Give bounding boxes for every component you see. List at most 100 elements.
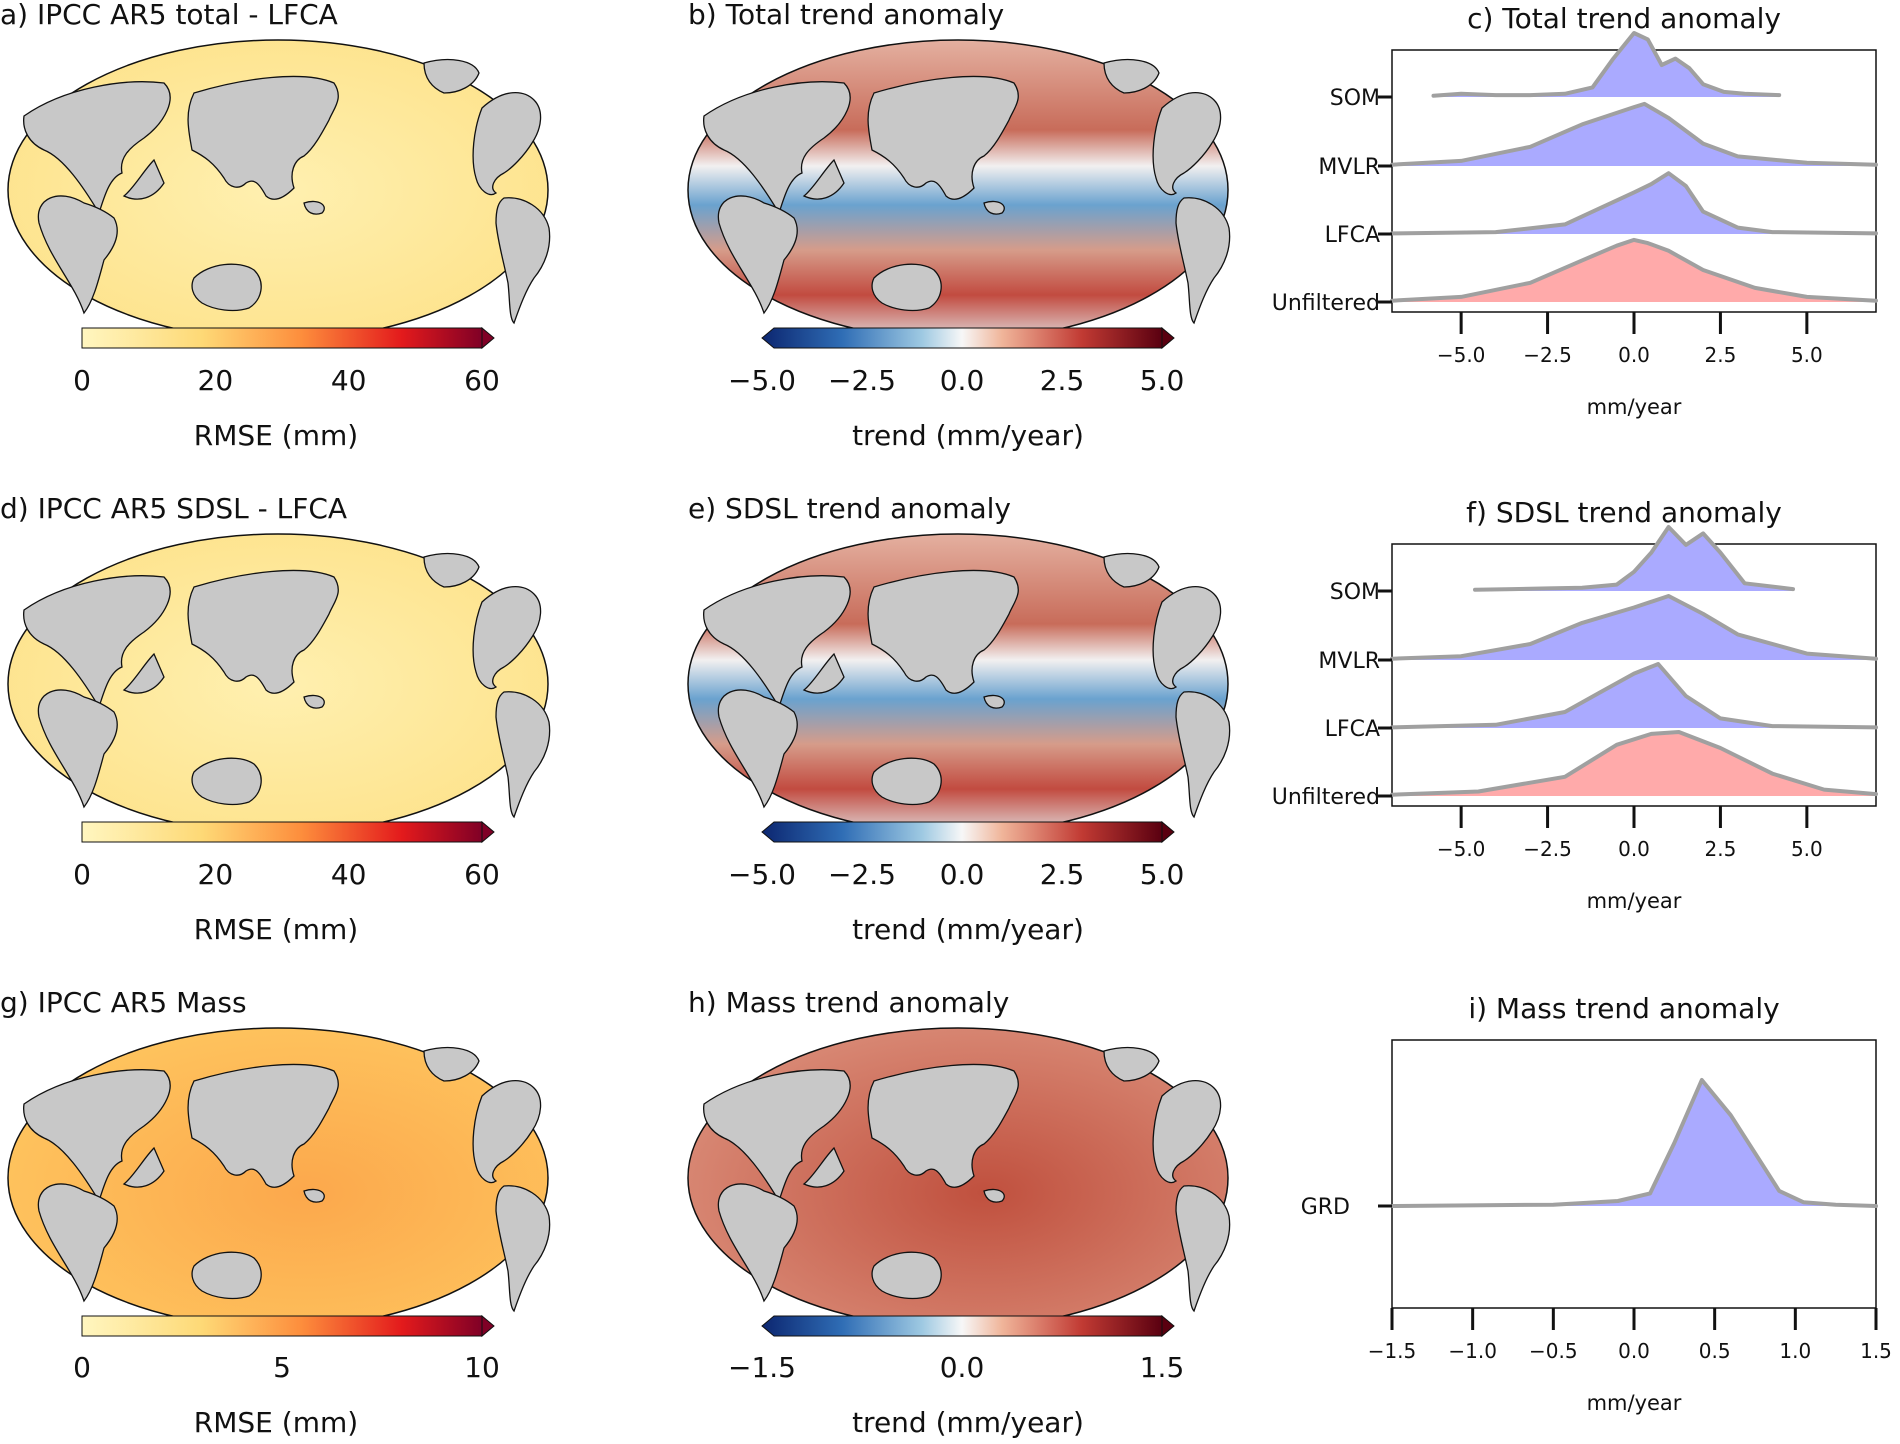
panel-h-map bbox=[687, 1027, 1231, 1333]
ridge-xtick-label: 2.5 bbox=[1705, 343, 1737, 367]
ridge-title: i) Mass trend anomaly bbox=[1468, 992, 1779, 1025]
ridge-line-som bbox=[1473, 525, 1795, 592]
colorbar-tick-label: 40 bbox=[331, 364, 367, 397]
ridge-fill-lfca bbox=[1392, 664, 1876, 728]
panel-h-title: h) Mass trend anomaly bbox=[688, 986, 1009, 1019]
panel-a-map bbox=[7, 39, 551, 345]
ridge-line-unfiltered bbox=[1390, 730, 1878, 797]
panel-h-colorbar bbox=[761, 1314, 1175, 1338]
ridge-xtick-label: −2.5 bbox=[1523, 343, 1572, 367]
panel-e-map bbox=[687, 533, 1231, 839]
panel-a-colorbar bbox=[81, 326, 495, 350]
colorbar-tick-label: −2.5 bbox=[828, 364, 896, 397]
panel-d-title: d) IPCC AR5 SDSL - LFCA bbox=[0, 492, 347, 525]
panel-a-colorbar-ticks: 0 20 40 60 bbox=[73, 364, 500, 397]
panel-g-colorbar-label: RMSE (mm) bbox=[194, 1406, 358, 1439]
colorbar-tick-label: 1.5 bbox=[1140, 1351, 1185, 1384]
ridge-fill-mvlr bbox=[1392, 596, 1876, 660]
panel-h-colorbar-ticks: −1.5 0.0 1.5 bbox=[728, 1351, 1184, 1384]
ridge-label-mvlr: MVLR bbox=[1318, 649, 1380, 674]
panel-e-colorbar-label: trend (mm/year) bbox=[852, 913, 1084, 946]
ridge-fill-lfca bbox=[1392, 173, 1876, 234]
ridge-label-unfiltered: Unfiltered bbox=[1272, 291, 1380, 316]
ridge-fill-som bbox=[1475, 527, 1793, 591]
colorbar-tick-label: 0.0 bbox=[940, 858, 985, 891]
ridge-xlabel: mm/year bbox=[1587, 889, 1682, 913]
panel-d-colorbar bbox=[81, 820, 495, 844]
ridge-line-lfca bbox=[1390, 171, 1878, 236]
ridge-frame bbox=[1391, 1039, 1877, 1309]
ridge-label-lfca: LFCA bbox=[1325, 223, 1380, 248]
panel-b-colorbar-label: trend (mm/year) bbox=[852, 419, 1084, 452]
ridge-xlabel: mm/year bbox=[1587, 395, 1682, 419]
panel-g-colorbar bbox=[81, 1314, 495, 1338]
ridge-title: f) SDSL trend anomaly bbox=[1466, 496, 1782, 529]
panel-i-ridge-chart: i) Mass trend anomaly GRD −1.5 −1.0 −0.5 0.0 0… bbox=[1301, 992, 1892, 1415]
colorbar-tick-label: 60 bbox=[464, 364, 500, 397]
panel-b-map bbox=[687, 39, 1231, 345]
colorbar-tick-label: 5.0 bbox=[1140, 364, 1185, 397]
panel-h-colorbar-label: trend (mm/year) bbox=[852, 1406, 1084, 1439]
ridge-label-som: SOM bbox=[1330, 86, 1380, 111]
ridge-xtick-label: 2.5 bbox=[1705, 837, 1737, 861]
colorbar-tick-label: 5 bbox=[273, 1351, 291, 1384]
colorbar-tick-label: −5.0 bbox=[728, 364, 796, 397]
ridge-xtick-label: 0.0 bbox=[1618, 837, 1650, 861]
ridge-xtick-label: −1.5 bbox=[1368, 1339, 1417, 1363]
panel-b-colorbar-ticks: −5.0 −2.5 0.0 2.5 5.0 bbox=[728, 364, 1184, 397]
panel-f-ridge-chart: f) SDSL trend anomaly SOM MVLR LFCA Unfilter… bbox=[1272, 496, 1878, 913]
ridge-line-mvlr bbox=[1390, 101, 1878, 167]
colorbar-tick-label: 20 bbox=[198, 364, 234, 397]
ridge-label-grd: GRD bbox=[1301, 1195, 1350, 1220]
ridge-xtick-label: 1.0 bbox=[1779, 1339, 1811, 1363]
colorbar-tick-label: 20 bbox=[198, 858, 234, 891]
ridge-fill-grd bbox=[1392, 1080, 1876, 1206]
panel-a-colorbar-label: RMSE (mm) bbox=[194, 419, 358, 452]
colorbar-tick-label: 0.0 bbox=[940, 364, 985, 397]
panel-b-colorbar bbox=[761, 326, 1175, 350]
ridge-label-lfca: LFCA bbox=[1325, 717, 1380, 742]
ridge-xtick-label: −2.5 bbox=[1523, 837, 1572, 861]
colorbar-tick-label: 5.0 bbox=[1140, 858, 1185, 891]
ridge-fill-som bbox=[1433, 33, 1780, 97]
ridge-line-lfca bbox=[1390, 662, 1878, 730]
panel-g-colorbar-ticks: 0 5 10 bbox=[73, 1351, 500, 1384]
colorbar-tick-label: −2.5 bbox=[828, 858, 896, 891]
panel-g-map bbox=[7, 1027, 551, 1333]
ridge-xtick-label: −0.5 bbox=[1529, 1339, 1578, 1363]
colorbar-tick-label: −1.5 bbox=[728, 1351, 796, 1384]
colorbar-tick-label: −5.0 bbox=[728, 858, 796, 891]
colorbar-tick-label: 2.5 bbox=[1040, 858, 1085, 891]
ridge-line-mvlr bbox=[1390, 594, 1878, 661]
ridge-title: c) Total trend anomaly bbox=[1467, 2, 1781, 35]
panel-e-title: e) SDSL trend anomaly bbox=[688, 492, 1011, 525]
colorbar-tick-label: 10 bbox=[464, 1351, 500, 1384]
ridge-label-som: SOM bbox=[1330, 580, 1380, 605]
colorbar-tick-label: 0.0 bbox=[940, 1351, 985, 1384]
colorbar-tick-label: 0 bbox=[73, 1351, 91, 1384]
ridge-label-mvlr: MVLR bbox=[1318, 155, 1380, 180]
ridge-xtick-label: −5.0 bbox=[1437, 837, 1486, 861]
panel-e-colorbar bbox=[761, 820, 1175, 844]
panel-d-map bbox=[7, 533, 551, 839]
colorbar-tick-label: 40 bbox=[331, 858, 367, 891]
ridge-fill-mvlr bbox=[1392, 103, 1876, 166]
ridge-line-unfiltered bbox=[1390, 237, 1878, 303]
ridge-xtick-label: 5.0 bbox=[1791, 837, 1823, 861]
ridge-line-som bbox=[1431, 31, 1782, 98]
ridge-line-grd bbox=[1390, 1078, 1878, 1208]
ridge-xlabel: mm/year bbox=[1587, 1391, 1682, 1415]
ridge-fill-unfiltered bbox=[1392, 239, 1876, 302]
ridge-xtick-label: 0.5 bbox=[1699, 1339, 1731, 1363]
panel-c-ridge-chart: c) Total trend anomaly SOM MVLR LFCA Unfilte… bbox=[1272, 2, 1878, 419]
colorbar-tick-label: 0 bbox=[73, 364, 91, 397]
ridge-label-unfiltered: Unfiltered bbox=[1272, 785, 1380, 810]
colorbar-tick-label: 0 bbox=[73, 858, 91, 891]
ridge-xtick-label: −1.0 bbox=[1448, 1339, 1497, 1363]
panel-d-colorbar-label: RMSE (mm) bbox=[194, 913, 358, 946]
panel-g-title: g) IPCC AR5 Mass bbox=[0, 986, 247, 1019]
ridge-xtick-label: 0.0 bbox=[1618, 343, 1650, 367]
ridge-xtick-label: 5.0 bbox=[1791, 343, 1823, 367]
panel-e-colorbar-ticks: −5.0 −2.5 0.0 2.5 5.0 bbox=[728, 858, 1184, 891]
